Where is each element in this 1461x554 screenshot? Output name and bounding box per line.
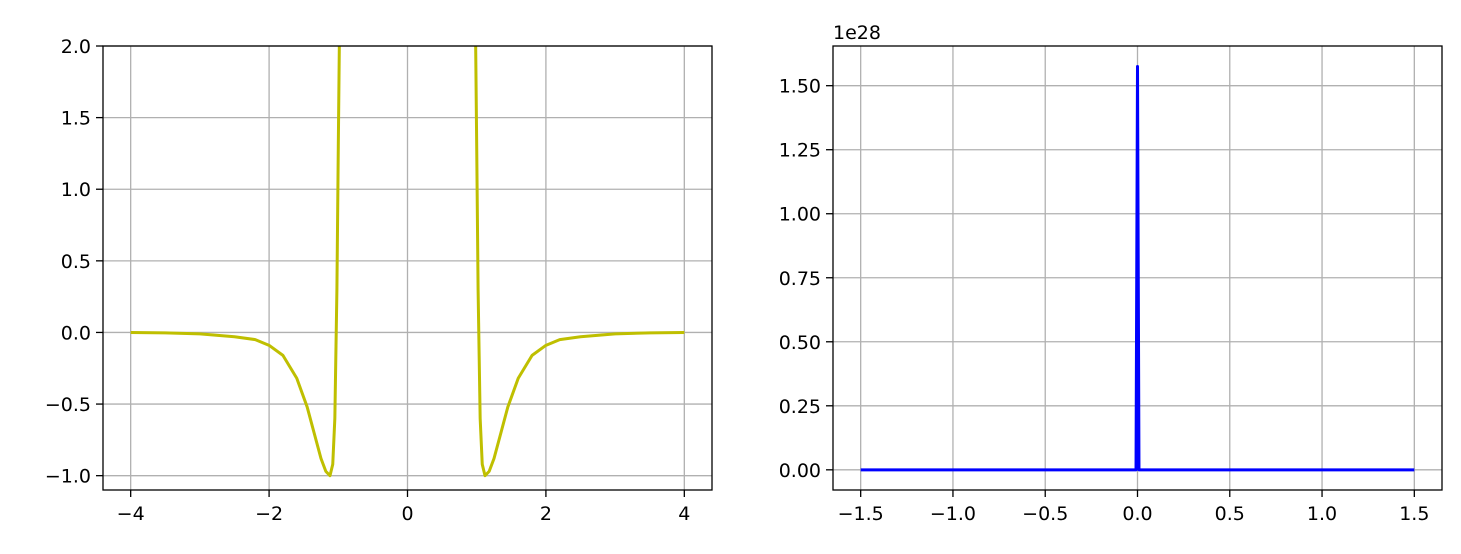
x-tick-label: 0.5: [1215, 503, 1245, 525]
x-tick-label: 4: [678, 503, 690, 525]
y-offset-label: 1e28: [833, 22, 881, 44]
y-tick-label: 0.75: [779, 268, 821, 290]
x-tick-label: 0.0: [1122, 503, 1152, 525]
x-tick-label: 0: [401, 503, 413, 525]
y-tick-label: 0.00: [779, 460, 821, 482]
x-tick-label: −0.5: [1022, 503, 1068, 525]
y-tick-label: 1.25: [779, 140, 821, 162]
y-tick-label: 2.0: [61, 36, 91, 58]
x-tick-label: −1.5: [838, 503, 884, 525]
x-tick-label: 1.5: [1399, 503, 1429, 525]
x-tick-label: −4: [117, 503, 145, 525]
right-chart: −1.5 −1.0 −0.5 0.0 0.5 1.0 1.5 0.00 0.25 0.50 0.75…: [779, 22, 1443, 525]
y-tick-label: 1.50: [779, 76, 821, 98]
series-line: [474, 46, 685, 478]
y-tick-label: 0.0: [61, 322, 91, 344]
x-tick-label: 2: [540, 503, 552, 525]
x-tick-label: 1.0: [1307, 503, 1337, 525]
y-tick-label: −1.0: [45, 466, 91, 488]
series-line: [130, 46, 341, 478]
y-tick-label: 1.00: [779, 204, 821, 226]
y-tick-label: −0.5: [45, 394, 91, 416]
left-chart: −4 −2 0 2 4 −1.0 −0.5 0.0 0.5 1.0 1.5 2.0: [45, 36, 713, 525]
y-tick-label: 0.50: [779, 332, 821, 354]
x-tick-label: −1.0: [930, 503, 976, 525]
y-tick-label: 1.5: [61, 108, 91, 130]
x-tick-label: −2: [255, 503, 283, 525]
y-tick-label: 1.0: [61, 179, 91, 201]
series-line: [860, 64, 1415, 472]
grid: [103, 45, 712, 490]
y-tick-label: 0.5: [61, 251, 91, 273]
y-tick-label: 0.25: [779, 396, 821, 418]
